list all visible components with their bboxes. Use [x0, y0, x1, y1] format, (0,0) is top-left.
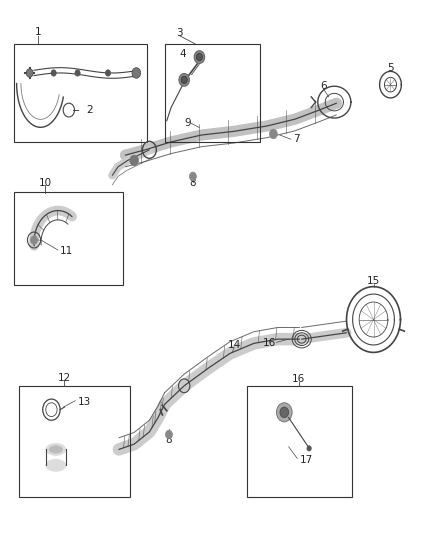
Text: 15: 15 [367, 276, 380, 286]
Text: 12: 12 [58, 373, 71, 383]
Bar [247, 386, 352, 497]
Circle shape [106, 70, 111, 76]
Text: 11: 11 [60, 246, 74, 256]
Text: 5: 5 [387, 63, 394, 72]
Text: 10: 10 [39, 177, 52, 188]
Circle shape [179, 74, 189, 86]
Circle shape [196, 53, 202, 61]
Text: 8: 8 [166, 435, 172, 445]
Circle shape [166, 430, 173, 439]
Text: 1: 1 [35, 27, 42, 37]
Circle shape [307, 446, 311, 451]
Circle shape [75, 70, 80, 76]
Bar [14, 192, 123, 285]
Text: 8: 8 [190, 178, 196, 188]
Text: 16: 16 [292, 374, 305, 384]
Circle shape [31, 236, 38, 244]
Circle shape [51, 70, 56, 76]
Text: 9: 9 [184, 118, 191, 128]
Circle shape [26, 69, 33, 77]
Circle shape [269, 129, 277, 139]
Text: 7: 7 [293, 134, 300, 144]
Ellipse shape [49, 446, 62, 453]
Bar [165, 44, 260, 142]
Text: 14: 14 [228, 340, 241, 350]
Circle shape [194, 51, 205, 63]
Circle shape [132, 68, 141, 78]
Text: 4: 4 [180, 50, 187, 59]
Text: 2: 2 [86, 105, 93, 115]
Ellipse shape [46, 443, 66, 455]
Text: 6: 6 [320, 81, 327, 91]
Circle shape [189, 172, 196, 181]
Circle shape [280, 407, 289, 418]
Text: 13: 13 [78, 397, 91, 407]
Text: 3: 3 [177, 28, 183, 38]
Text: 16: 16 [262, 338, 276, 349]
Ellipse shape [46, 459, 66, 471]
Bar [14, 44, 147, 142]
Circle shape [130, 155, 138, 166]
Bar [19, 386, 130, 497]
Circle shape [181, 76, 187, 84]
Text: 17: 17 [300, 455, 313, 465]
Circle shape [276, 403, 292, 422]
